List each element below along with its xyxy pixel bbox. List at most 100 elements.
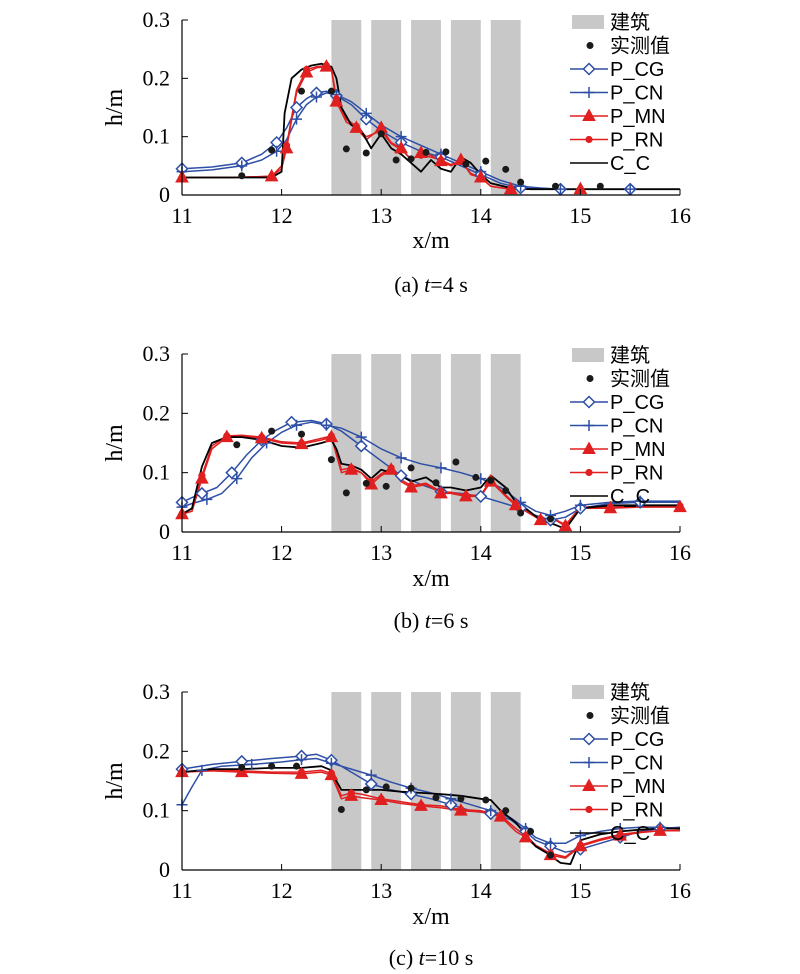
legend-swatch-building [572,685,604,699]
measured-point [432,794,440,802]
data-point-p-rn [676,502,684,510]
measured-point [342,489,350,497]
measured-point [407,784,415,792]
data-point-p-cn [395,131,407,143]
data-point-p-cn [231,473,243,485]
series-line-p-cn [181,421,680,517]
legend-marker-p-rn [585,135,593,144]
data-point-p-rn [377,795,385,803]
data-point-p-rn [327,432,335,440]
x-axis-label: x/m [412,566,450,592]
caption-variable: t [424,272,431,297]
measured-point [472,473,480,481]
measured-point [362,479,370,487]
panel-caption: (c) t=10 s [389,945,474,970]
data-point-p-cn [360,107,372,119]
data-point-p-cn [236,160,248,172]
data-point-p-cg [354,439,368,453]
measured-point [407,464,415,472]
measured-point [268,762,276,770]
data-point-p-rn [297,768,306,776]
measured-point [382,783,390,791]
data-point-p-rn [616,830,624,839]
measured-point [457,795,465,803]
measured-point [517,178,525,186]
measured-point [547,515,555,523]
data-point-p-cn [485,805,497,817]
building-bar [411,20,441,195]
legend-label-measured: 实测值 [610,368,670,391]
legend-marker-p-cg [582,732,596,746]
data-point-p-rn [282,141,291,150]
y-tick-label: 0 [159,182,170,207]
data-point-p-rn [332,95,340,103]
measured-point [293,762,301,770]
series-line-p-cn [181,92,680,190]
measured-point [527,827,535,835]
measured-point [238,763,246,771]
caption-prefix: (b) [394,608,425,633]
legend-swatch-measured [586,712,594,719]
legend-label-p-cg: P_CG [610,392,664,414]
x-tick-label: 16 [669,203,691,228]
y-tick-label: 0.2 [143,738,171,763]
data-point-p-rn [352,122,360,130]
data-point-p-rn [512,500,520,508]
measured-point [502,486,510,494]
legend-label-building: 建筑 [610,681,650,704]
data-point-p-rn [198,472,206,480]
measured-point [432,479,440,487]
measured-point [298,430,306,438]
data-point-p-cn [201,493,213,505]
measured-point [487,476,495,484]
y-tick-label: 0.3 [143,7,171,32]
measured-point [268,427,276,435]
y-tick-label: 0.3 [143,679,171,704]
data-point-p-cn [355,431,367,443]
y-tick-label: 0.3 [143,341,171,366]
legend-label-p-cn: P_CN [610,753,663,775]
legend-marker-p-cg [582,395,596,409]
measured-point [502,807,510,815]
chart-panel-2: 11 12 13 14 15 16 0 0.1 0.2 0.3 x/m h/m (b) t=6 s 建筑实… [102,341,691,633]
measured-point [552,182,559,190]
building-bar [450,692,481,870]
caption-prefix: (c) [389,945,419,970]
measured-point [233,441,241,449]
x-tick-label: 16 [669,878,691,903]
y-axis-label: h/m [102,424,128,462]
data-point-p-cn [435,462,447,474]
legend-label-p-cg: P_CG [610,729,664,751]
legend-marker-p-cg [582,62,596,76]
legend-label-p-mn: P_MN [610,106,666,128]
y-axis-label: h/m [102,762,128,800]
legend-swatch-measured [586,375,594,382]
y-tick-label: 0.1 [143,798,171,823]
x-tick-label: 16 [669,540,691,565]
data-point-p-cg [289,100,304,115]
data-point-p-rn [462,491,470,499]
measured-point [482,796,490,804]
x-tick-label: 11 [171,540,192,565]
measured-point [547,851,555,859]
data-point-p-rn [258,433,266,441]
data-point-p-cn [291,113,303,125]
legend-label-p-cn: P_CN [610,83,663,105]
data-point-p-cn [310,91,322,103]
data-point-p-cn [296,754,308,766]
data-point-p-cn [196,764,208,776]
caption-variable: t [419,945,426,970]
data-point-p-rn [606,503,614,511]
measured-point [377,130,385,138]
y-tick-label: 0.1 [143,460,171,485]
data-point-p-cg [364,777,378,791]
data-point-p-cn [445,793,457,805]
caption-variable: t [425,608,432,633]
data-point-p-rn [223,432,231,440]
x-tick-label: 15 [569,203,591,228]
data-point-p-rn [297,439,306,447]
y-tick-label: 0.1 [143,124,171,149]
data-point-p-cn [291,419,303,431]
